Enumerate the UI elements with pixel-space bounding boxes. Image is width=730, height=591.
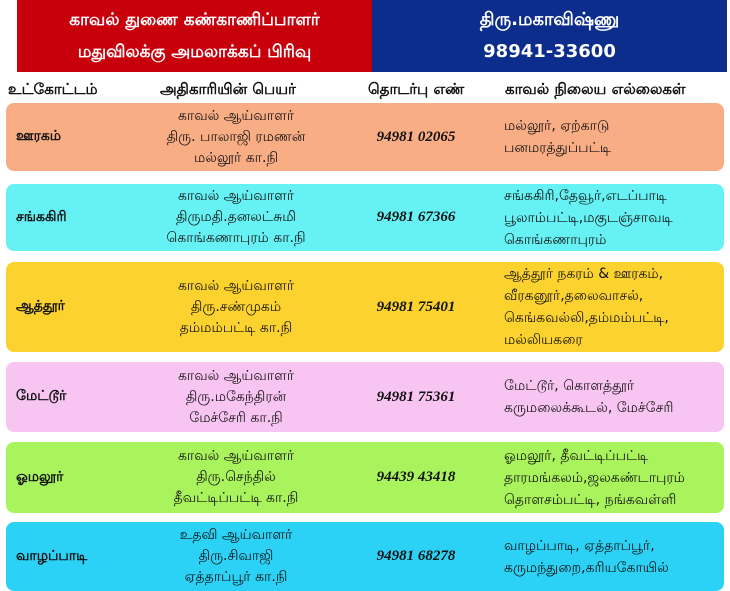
subdivision-name: ஓமலூர் bbox=[16, 468, 64, 485]
table-row: ஓமலூர் காவல் ஆய்வாளர் திரு.செந்தில் தீவட்டி… bbox=[6, 442, 724, 513]
officer-line: உதவி ஆய்வாளர் bbox=[179, 527, 293, 543]
officer-line: மேச்சேரி கா.நி bbox=[189, 409, 283, 426]
area-line: மல்லியகரை bbox=[504, 332, 583, 348]
areas-cell: ஓமலூர், தீவட்டிப்பட்டி தாரமங்கலம்,ஜலகண்டா… bbox=[504, 442, 724, 513]
officer-line: காவல் ஆய்வாளர் bbox=[177, 367, 295, 384]
officer-cell: உதவி ஆய்வாளர் திரு.சிவாஜி ஏத்தாப்பூர் கா.ந… bbox=[136, 522, 336, 591]
area-line: ஓமலூர், தீவட்டிப்பட்டி bbox=[504, 447, 649, 464]
column-header-subdivision: உட்கோட்டம் bbox=[8, 80, 98, 98]
officer-cell: காவல் ஆய்வாளர் திரு. பாலாஜி ரமணன் மல்லூர் … bbox=[136, 103, 336, 171]
area-line: கருமலைக்கூடல், மேச்சேரி bbox=[504, 400, 674, 416]
subdivision-cell: வாழப்பாடி bbox=[16, 522, 136, 591]
officer-line: தம்மம்பட்டி கா.நி bbox=[179, 319, 293, 336]
phone-cell: 94439 43418 bbox=[351, 442, 481, 513]
table-row: சங்ககிரி காவல் ஆய்வாளர் திருமதி.தனலட்சுமி க… bbox=[6, 184, 724, 251]
officer-line: திரு. பாலாஜி ரமணன் bbox=[166, 128, 306, 145]
phone-number: 94439 43418 bbox=[376, 469, 456, 485]
areas-cell: வாழப்பாடி, ஏத்தாப்பூர், கருமந்துறை,கரியகோ… bbox=[504, 522, 724, 591]
phone-cell: 94981 68278 bbox=[351, 522, 481, 591]
officer-line: தீவட்டிப்பட்டி கா.நி bbox=[173, 490, 299, 506]
areas-cell: சங்ககிரி,தேவூர்,எடப்பாடி பூலாம்பட்டி,மகுட… bbox=[504, 184, 724, 251]
officer-line: காவல் ஆய்வாளர் bbox=[177, 448, 295, 464]
area-line: ஆத்தூர் நகரம் & ஊரகம், bbox=[504, 266, 664, 282]
officer-header: திரு.மகாவிஷ்ணு 98941-33600 bbox=[372, 0, 727, 72]
subdivision-cell: ஓமலூர் bbox=[16, 442, 136, 513]
table-row: ஊரகம் காவல் ஆய்வாளர் திரு. பாலாஜி ரமணன் மல்… bbox=[6, 103, 724, 171]
area-line: மல்லூர், ஏற்காடு bbox=[504, 118, 610, 134]
phone-cell: 94981 02065 bbox=[351, 103, 481, 171]
subdivision-name: ஆத்தூர் bbox=[16, 298, 65, 314]
officer-line: திரு.சிவாஜி bbox=[198, 548, 274, 564]
officer-cell: காவல் ஆய்வாளர் திரு.சண்முகம் தம்மம்பட்டி க… bbox=[136, 262, 336, 352]
officer-cell: காவல் ஆய்வாளர் திருமதி.தனலட்சுமி கொங்கணாபு… bbox=[136, 184, 336, 251]
officer-phone: 98941-33600 bbox=[483, 41, 616, 62]
area-line: தாரமங்கலம்,ஜலகண்டாபுரம் bbox=[504, 469, 685, 486]
officer-line: காவல் ஆய்வாளர் bbox=[177, 277, 295, 294]
officer-line: கொங்கணாபுரம் கா.நி bbox=[166, 230, 306, 246]
officer-line: ஏத்தாப்பூர் கா.நி bbox=[184, 569, 288, 585]
area-line: வீரகனூர்,தலைவாசல், bbox=[504, 288, 644, 304]
officer-line: திரு.சண்முகம் bbox=[190, 298, 282, 315]
area-line: பூலாம்பட்டி,மகுடஞ்சாவடி bbox=[504, 209, 673, 226]
column-header-areas: காவல் நிலைய எல்லைகள் bbox=[505, 80, 686, 98]
subdivision-name: வாழப்பாடி bbox=[16, 547, 88, 564]
officer-line: திரு.மகேந்திரன் bbox=[185, 388, 287, 405]
officer-line: திரு.செந்தில் bbox=[196, 469, 276, 485]
subdivision-cell: மேட்டூர் bbox=[16, 362, 136, 432]
phone-cell: 94981 67366 bbox=[351, 184, 481, 251]
subdivision-name: ஊரகம் bbox=[16, 128, 62, 144]
division-title: மதுவிலக்கு அமலாக்கப் பிரிவு bbox=[77, 42, 312, 62]
officer-name: திரு.மகாவிஷ்ணு bbox=[479, 9, 620, 30]
department-header: காவல் துணை கண்காணிப்பாளர் மதுவிலக்கு அமல… bbox=[17, 0, 372, 72]
phone-cell: 94981 75361 bbox=[351, 362, 481, 432]
officer-line: மல்லூர் கா.நி bbox=[193, 149, 279, 166]
area-line: கொங்கணாபுரம் bbox=[504, 231, 607, 248]
officer-cell: காவல் ஆய்வாளர் திரு.செந்தில் தீவட்டிப்பட்ட… bbox=[136, 442, 336, 513]
officer-line: காவல் ஆய்வாளர் bbox=[177, 188, 295, 204]
officer-cell: காவல் ஆய்வாளர் திரு.மகேந்திரன் மேச்சேரி கா… bbox=[136, 362, 336, 432]
officer-line: காவல் ஆய்வாளர் bbox=[177, 107, 295, 124]
area-line: பனமரத்துப்பட்டி bbox=[504, 140, 611, 156]
phone-number: 94981 02065 bbox=[376, 128, 456, 145]
phone-cell: 94981 75401 bbox=[351, 262, 481, 352]
column-header-phone: தொடர்பு எண் bbox=[368, 80, 465, 98]
area-line: தொளசம்பட்டி, நங்கவள்ளி bbox=[504, 491, 677, 508]
table-row: ஆத்தூர் காவல் ஆய்வாளர் திரு.சண்முகம் தம்மம்… bbox=[6, 262, 724, 352]
subdivision-cell: சங்ககிரி bbox=[16, 184, 136, 251]
designation-title: காவல் துணை கண்காணிப்பாளர் bbox=[69, 10, 320, 30]
table-row: வாழப்பாடி உதவி ஆய்வாளர் திரு.சிவாஜி ஏத்தாப்… bbox=[6, 522, 724, 591]
areas-cell: ஆத்தூர் நகரம் & ஊரகம், வீரகனூர்,தலைவாசல்,… bbox=[504, 262, 724, 352]
area-line: கருமந்துறை,கரியகோயில் bbox=[504, 559, 669, 576]
phone-number: 94981 75361 bbox=[376, 388, 456, 405]
subdivision-name: மேட்டூர் bbox=[16, 388, 67, 404]
subdivision-cell: ஊரகம் bbox=[16, 103, 136, 171]
phone-number: 94981 75401 bbox=[376, 298, 456, 315]
subdivision-cell: ஆத்தூர் bbox=[16, 262, 136, 352]
area-line: மேட்டூர், கொளத்தூர் bbox=[504, 378, 635, 394]
phone-number: 94981 67366 bbox=[376, 209, 456, 225]
areas-cell: மல்லூர், ஏற்காடு பனமரத்துப்பட்டி bbox=[504, 103, 724, 171]
subdivision-name: சங்ககிரி bbox=[16, 208, 67, 225]
area-line: கெங்கவல்லி,தம்மம்பட்டி, bbox=[504, 310, 669, 326]
table-row: மேட்டூர் காவல் ஆய்வாளர் திரு.மகேந்திரன் மேச… bbox=[6, 362, 724, 432]
phone-number: 94981 68278 bbox=[376, 548, 456, 564]
column-header-officer: அதிகாரியின் பெயர் bbox=[160, 80, 296, 98]
areas-cell: மேட்டூர், கொளத்தூர் கருமலைக்கூடல், மேச்சே… bbox=[504, 362, 724, 432]
officer-line: திருமதி.தனலட்சுமி bbox=[175, 209, 296, 225]
area-line: சங்ககிரி,தேவூர்,எடப்பாடி bbox=[504, 187, 667, 204]
area-line: வாழப்பாடி, ஏத்தாப்பூர், bbox=[504, 537, 655, 554]
